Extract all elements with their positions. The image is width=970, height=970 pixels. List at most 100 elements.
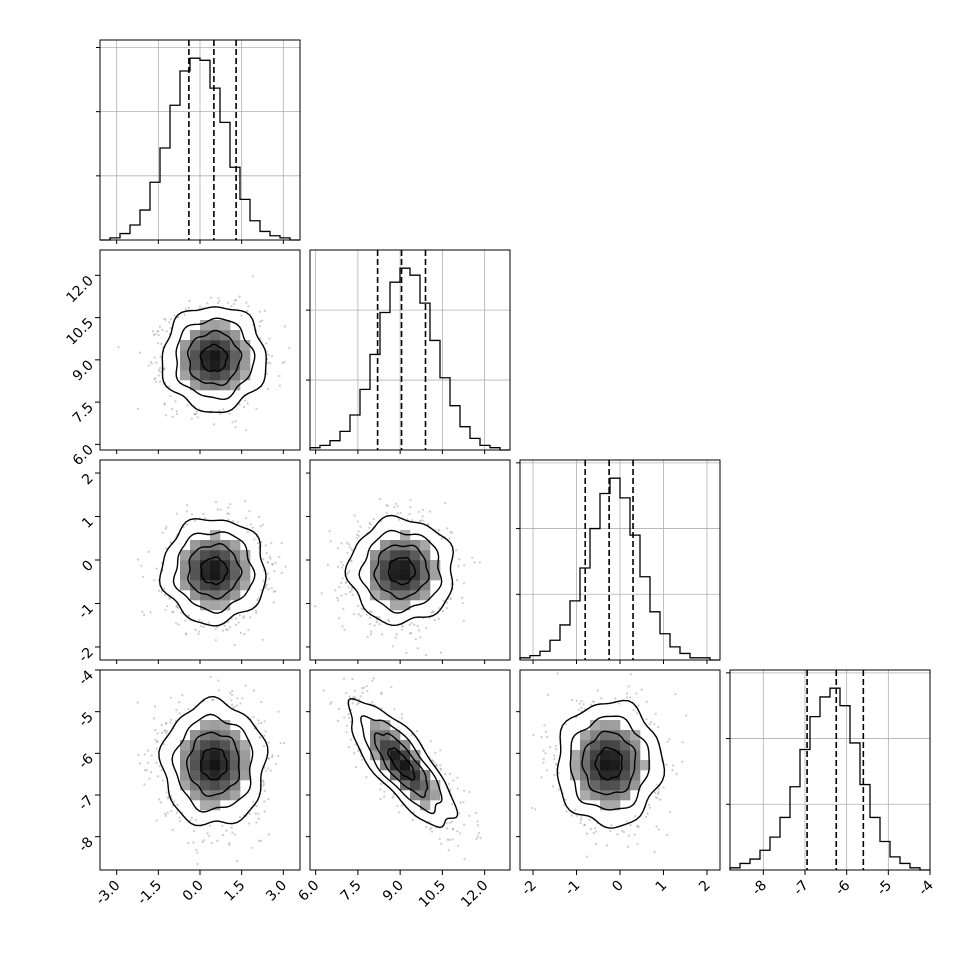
scatter-point	[259, 839, 262, 842]
histogram-steps	[309, 267, 510, 451]
scatter-point	[235, 617, 238, 620]
scatter-point	[351, 593, 354, 597]
scatter-point	[214, 639, 217, 642]
density-cell	[200, 560, 211, 571]
scatter-point	[157, 589, 161, 592]
scatter-point	[195, 410, 199, 413]
scatter-point	[410, 631, 413, 635]
scatter-point	[184, 307, 187, 310]
scatter-point	[217, 679, 220, 682]
scatter-point	[401, 628, 404, 631]
scatter-point	[201, 840, 204, 844]
scatter-point	[380, 633, 384, 636]
scatter-point	[650, 720, 653, 724]
density-cell	[200, 590, 211, 601]
scatter-point	[554, 748, 558, 751]
scatter-point	[157, 330, 160, 333]
density-cell	[210, 530, 221, 541]
scatter-point	[158, 765, 161, 768]
density-cell	[220, 770, 231, 781]
x-tick-label: 9.0	[380, 878, 407, 905]
density-cell	[590, 740, 601, 751]
scatter-point	[640, 688, 643, 691]
panel-frame	[309, 249, 511, 451]
scatter-point	[412, 811, 415, 814]
density-cell	[200, 730, 211, 741]
scatter-point	[357, 530, 360, 533]
scatter-point	[551, 785, 555, 788]
scatter-point	[606, 844, 609, 847]
scatter-point	[265, 583, 268, 586]
y-tick-label: 1	[79, 514, 97, 532]
scatter-point	[659, 798, 662, 801]
histogram-panel-3	[726, 669, 931, 871]
contour-line	[199, 343, 229, 372]
scatter-point	[243, 406, 246, 409]
scatter-point	[415, 730, 419, 733]
density-cell	[420, 580, 431, 591]
scatter-point	[235, 704, 238, 707]
scatter-point	[476, 835, 479, 838]
scatter-point	[188, 299, 191, 302]
scatter-point	[368, 623, 371, 626]
scatter-point	[451, 820, 454, 823]
density-cell	[190, 750, 201, 761]
scatter-point	[645, 700, 648, 704]
density-cell	[190, 570, 201, 581]
scatter-point	[216, 301, 219, 305]
scatter-point	[267, 833, 271, 836]
scatter-point	[264, 730, 267, 733]
density-cell	[230, 750, 241, 761]
scatter-point	[654, 796, 658, 799]
scatter-point	[153, 717, 156, 720]
scatter-point	[556, 672, 559, 675]
scatter-point	[281, 361, 284, 365]
scatter-point	[265, 372, 269, 375]
density-cell	[210, 330, 221, 341]
density-cell	[580, 750, 591, 761]
density-cell	[220, 350, 231, 361]
scatter-point	[255, 805, 258, 808]
scatter-point	[352, 752, 356, 755]
scatter-point	[266, 572, 269, 575]
density-cell	[400, 580, 411, 591]
scatter-point	[161, 779, 164, 782]
scatter-point	[553, 757, 556, 761]
scatter-point	[234, 420, 237, 423]
scatter-point	[468, 790, 471, 794]
density-panel-1-0	[99, 249, 301, 451]
scatter-point	[267, 798, 270, 801]
density-cell	[200, 770, 211, 781]
scatter-point	[359, 525, 362, 528]
density-cell	[600, 730, 611, 741]
density-cell	[430, 790, 441, 801]
density-cell	[230, 380, 241, 391]
scatter-point	[447, 849, 450, 852]
density-cell	[390, 590, 401, 601]
density-cell	[190, 370, 201, 381]
contour-line	[556, 699, 666, 829]
scatter-point	[154, 738, 157, 742]
density-cell	[380, 740, 391, 751]
scatter-point	[206, 832, 209, 835]
scatter-point	[544, 730, 548, 733]
scatter-point	[463, 858, 466, 861]
scatter-point	[149, 360, 152, 363]
scatter-point	[258, 325, 261, 328]
scatter-point	[314, 605, 317, 608]
density-cell	[220, 790, 231, 801]
scatter-point	[596, 689, 599, 692]
scatter-point	[411, 818, 414, 822]
scatter-point	[542, 761, 545, 764]
scatter-point	[159, 370, 162, 373]
scatter-point	[198, 630, 201, 633]
density-cell	[220, 780, 231, 791]
density-cell	[420, 590, 431, 601]
scatter-point	[202, 839, 206, 842]
contour-line	[185, 731, 241, 797]
density-cell	[240, 570, 251, 581]
scatter-point	[457, 844, 460, 847]
scatter-point	[263, 800, 266, 803]
density-cell	[210, 720, 221, 731]
scatter-point	[163, 403, 166, 406]
